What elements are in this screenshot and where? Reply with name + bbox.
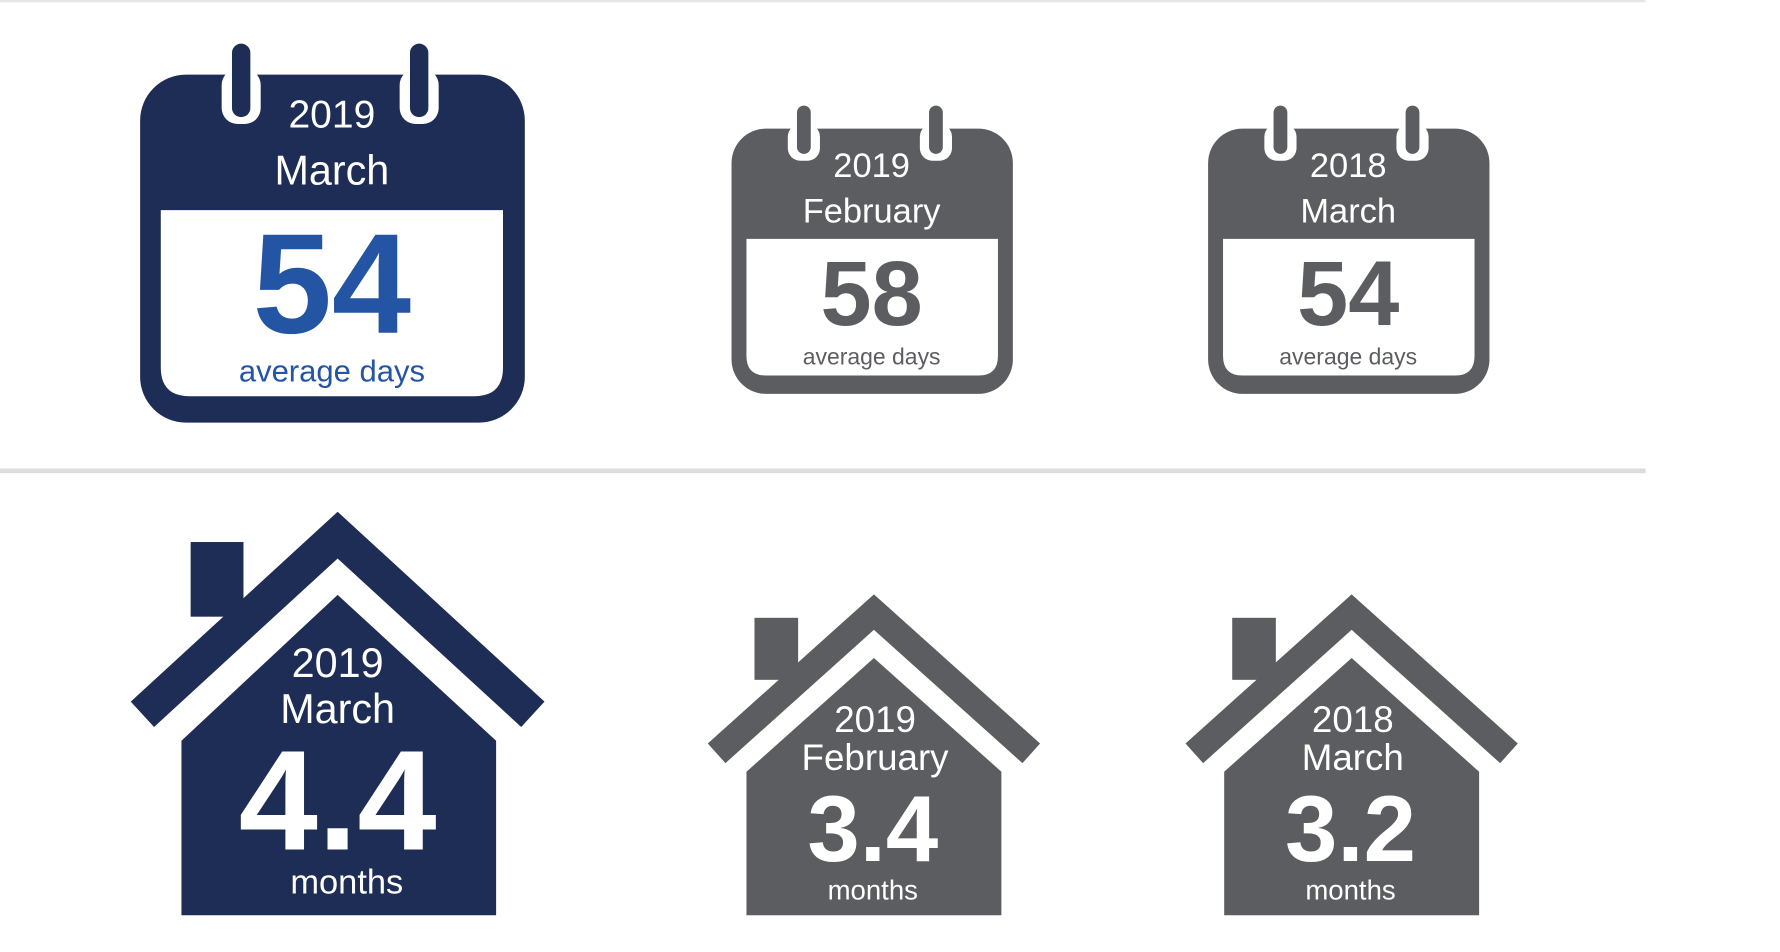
house-year: 2018 (1312, 699, 1394, 740)
calendar-ring (1273, 105, 1288, 154)
house-value: 3.4 (807, 776, 938, 881)
calendar-page (746, 238, 998, 376)
house-roof (1185, 594, 1518, 764)
house-year: 2019 (834, 699, 916, 740)
house-unit: months (1305, 875, 1395, 906)
house-body (181, 594, 497, 916)
calendar-month: February (803, 193, 942, 231)
calendar-page (160, 210, 503, 397)
calendar-ring (1405, 105, 1420, 154)
calendar-month: March (1300, 193, 1396, 231)
calendar-ring (231, 43, 251, 118)
house-value: 4.4 (239, 722, 437, 881)
house-value: 3.2 (1285, 776, 1416, 881)
calendar-unit: average days (1279, 343, 1417, 369)
house-year: 2019 (292, 640, 384, 686)
calendar-ring (409, 43, 429, 118)
house-roof (707, 594, 1041, 764)
calendar-value: 58 (821, 243, 923, 345)
calendar-month: March (274, 147, 389, 193)
calendar-ring (929, 105, 943, 154)
calendar-page (1223, 238, 1475, 376)
house-roof (130, 511, 545, 727)
calendar-unit: average days (239, 353, 425, 388)
house-chimney (190, 542, 244, 617)
calendar-value: 54 (253, 205, 411, 364)
house-body (1224, 658, 1480, 916)
calendar-year: 2018 (1310, 147, 1387, 185)
house-unit: months (290, 863, 403, 901)
calendar-year: 2019 (833, 147, 910, 185)
house-month: March (280, 686, 395, 732)
calendar-unit: average days (803, 343, 941, 369)
calendar-ring (796, 105, 811, 154)
house-unit: months (828, 875, 918, 906)
house-month: March (1302, 737, 1404, 778)
house-body (746, 658, 1002, 916)
calendar-value: 54 (1297, 243, 1399, 345)
calendar-year: 2019 (288, 93, 375, 136)
house-month: February (802, 737, 950, 778)
